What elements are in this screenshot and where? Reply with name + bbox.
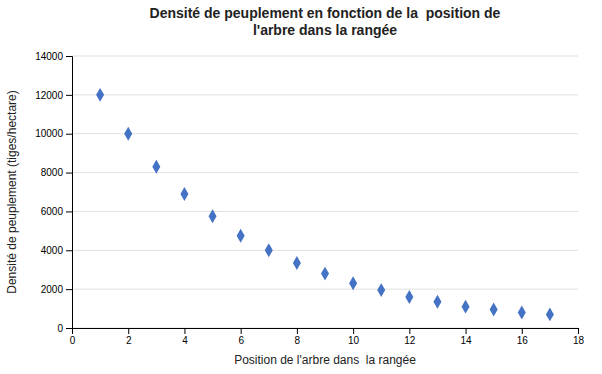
point <box>209 209 217 223</box>
points <box>96 88 554 321</box>
x-axis: 0 2 4 6 8 10 12 14 16 18 <box>70 328 585 346</box>
y-tick: 10000 <box>35 128 72 139</box>
x-tick-label: 6 <box>238 335 244 346</box>
y-axis: 0 2000 4000 6000 8000 10000 12000 14000 <box>35 51 72 334</box>
y-tick: 8000 <box>41 167 72 178</box>
x-tick-label: 4 <box>182 335 188 346</box>
x-tick: 18 <box>573 328 585 346</box>
point <box>321 267 329 281</box>
y-axis-line <box>66 57 73 329</box>
x-tick-label: 12 <box>404 335 416 346</box>
y-tick-label: 10000 <box>35 128 63 139</box>
x-tick-mark <box>241 328 242 334</box>
x-tick-mark <box>297 328 298 334</box>
point <box>518 305 526 319</box>
y-tick: 6000 <box>41 206 72 217</box>
x-tick: 0 <box>70 328 76 346</box>
y-grid-line <box>72 133 578 134</box>
y-axis-title: Densité de peuplement (tiges/hectare) <box>5 90 19 293</box>
point <box>546 307 554 321</box>
x-tick: 12 <box>404 328 416 346</box>
title-line: Densité de peuplement en fonction de la … <box>150 5 501 21</box>
point <box>405 290 413 304</box>
x-tick: 8 <box>295 328 301 346</box>
y-grid-line <box>72 289 578 290</box>
point <box>349 276 357 290</box>
y-grid-line <box>72 211 578 212</box>
y-tick-mark <box>66 173 72 174</box>
point <box>237 229 245 243</box>
x-tick-mark <box>466 328 467 334</box>
x-tick-mark <box>409 328 410 334</box>
y-tick-mark <box>66 289 72 290</box>
y-tick-label: 8000 <box>41 167 64 178</box>
y-tick-label: 4000 <box>41 245 64 256</box>
y-tick-mark <box>66 56 72 57</box>
y-tick-mark <box>66 95 72 96</box>
x-tick-mark <box>578 328 579 334</box>
x-tick: 6 <box>238 328 244 346</box>
grid <box>72 56 578 328</box>
x-axis-title: Position de l'arbre dans la rangée <box>234 353 416 367</box>
x-tick-label: 0 <box>70 335 76 346</box>
x-axis-line <box>73 329 579 335</box>
point <box>152 160 160 174</box>
y-grid-line <box>72 250 578 251</box>
title: Densité de peuplement en fonction de la … <box>150 5 501 38</box>
x-tick: 16 <box>517 328 529 346</box>
y-tick: 12000 <box>35 90 72 101</box>
y-tick-label: 0 <box>57 323 63 334</box>
chart-svg: 0 2 4 6 8 10 12 14 16 18 0 2000 4000 6000 8000 10000 120… <box>0 0 602 374</box>
x-tick-mark <box>353 328 354 334</box>
x-tick: 14 <box>460 328 472 346</box>
point <box>377 283 385 297</box>
chart-container: 0 2 4 6 8 10 12 14 16 18 0 2000 4000 6000 8000 10000 120… <box>0 0 602 374</box>
x-tick-mark <box>128 328 129 334</box>
y-tick-label: 2000 <box>41 284 64 295</box>
x-tick: 4 <box>182 328 188 346</box>
x-tick-label: 16 <box>517 335 529 346</box>
y-tick: 14000 <box>35 51 72 62</box>
y-tick: 4000 <box>41 245 72 256</box>
point <box>293 256 301 270</box>
y-tick-label: 12000 <box>35 90 63 101</box>
y-tick: 0 <box>57 323 72 334</box>
y-tick-mark <box>66 328 72 329</box>
point <box>124 127 132 141</box>
point <box>265 243 273 257</box>
y-tick-label: 14000 <box>35 51 63 62</box>
y-tick-mark <box>66 211 72 212</box>
y-tick-mark <box>66 250 72 251</box>
point <box>462 300 470 314</box>
x-tick: 10 <box>348 328 360 346</box>
y-grid-line <box>72 172 578 173</box>
x-tick-label: 18 <box>573 335 585 346</box>
y-grid-line <box>72 56 578 57</box>
x-tick-mark <box>184 328 185 334</box>
y-tick-mark <box>66 134 72 135</box>
y-grid-line <box>72 94 578 95</box>
x-tick-label: 10 <box>348 335 360 346</box>
y-tick-label: 6000 <box>41 206 64 217</box>
point <box>96 88 104 102</box>
x-tick-label: 14 <box>460 335 472 346</box>
y-tick: 2000 <box>41 284 72 295</box>
x-tick-label: 2 <box>126 335 132 346</box>
x-tick-label: 8 <box>295 335 301 346</box>
point <box>433 295 441 309</box>
title-line: l'arbre dans la rangée <box>253 22 397 38</box>
x-tick-mark <box>522 328 523 334</box>
point <box>180 187 188 201</box>
point <box>490 303 498 317</box>
x-tick: 2 <box>126 328 132 346</box>
